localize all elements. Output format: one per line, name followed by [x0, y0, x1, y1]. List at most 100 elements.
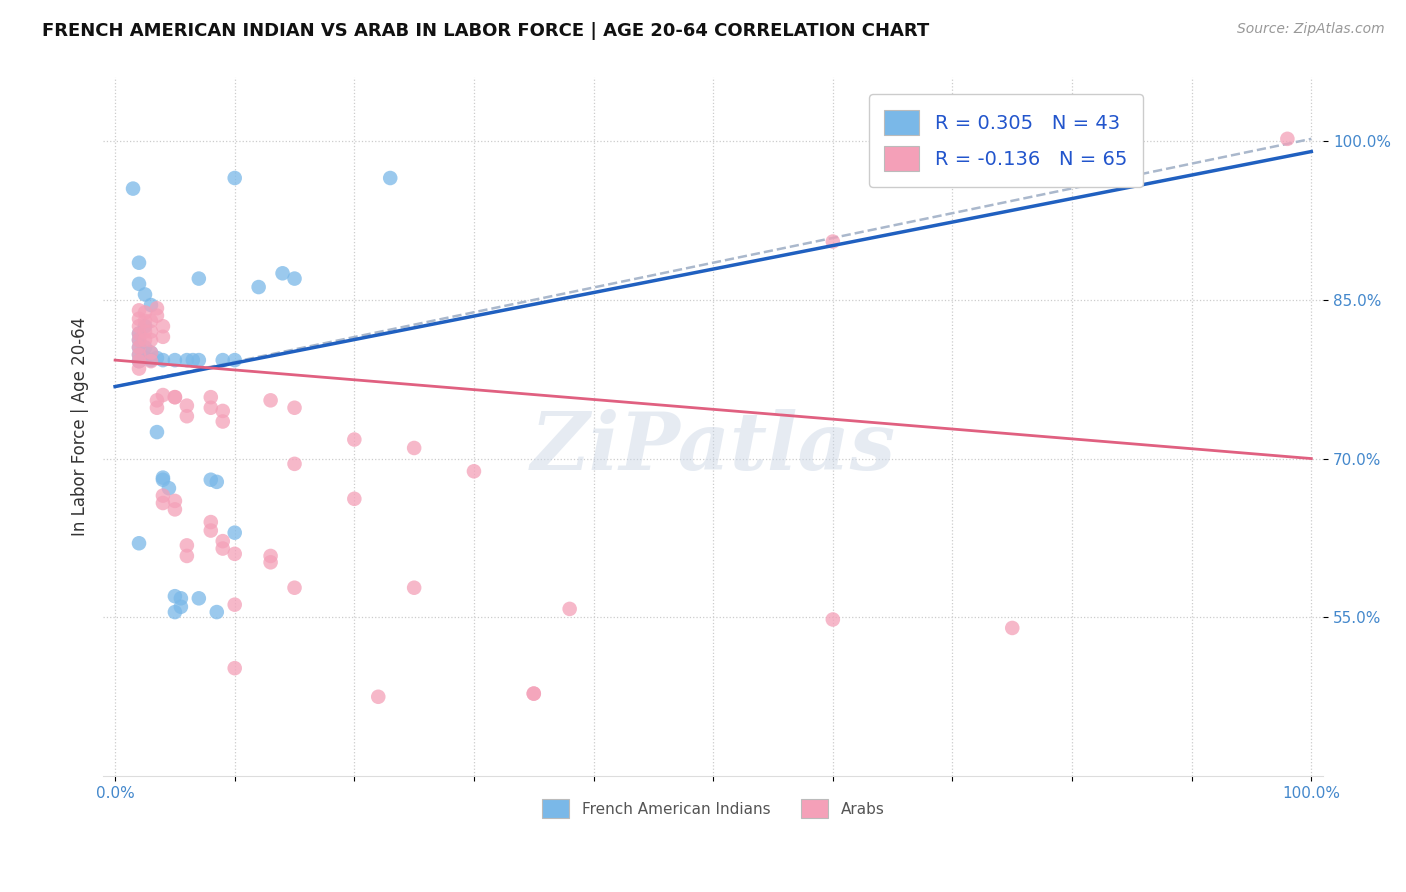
- Point: [152, 330, 174, 344]
- Point: [128, 340, 150, 354]
- Point: [283, 457, 305, 471]
- Point: [163, 494, 186, 508]
- Point: [205, 475, 228, 489]
- Point: [152, 319, 174, 334]
- Point: [128, 333, 150, 347]
- Point: [139, 353, 162, 368]
- Point: [128, 354, 150, 368]
- Point: [122, 181, 145, 195]
- Point: [146, 309, 169, 323]
- Point: [128, 319, 150, 334]
- Point: [139, 345, 162, 359]
- Point: [271, 266, 294, 280]
- Point: [821, 235, 844, 249]
- Point: [380, 171, 402, 186]
- Point: [152, 473, 174, 487]
- Point: [343, 433, 366, 447]
- Point: [367, 690, 389, 704]
- Point: [152, 496, 174, 510]
- Point: [211, 415, 233, 429]
- Point: [134, 314, 156, 328]
- Point: [128, 348, 150, 362]
- Point: [163, 589, 186, 603]
- Point: [211, 534, 233, 549]
- Point: [404, 581, 426, 595]
- Point: [187, 271, 209, 285]
- Point: [152, 388, 174, 402]
- Point: [176, 353, 198, 368]
- Point: [1001, 621, 1024, 635]
- Point: [134, 333, 156, 347]
- Point: [163, 353, 186, 368]
- Point: [200, 524, 222, 538]
- Point: [128, 311, 150, 326]
- Point: [139, 354, 162, 368]
- Point: [128, 348, 150, 362]
- Point: [283, 401, 305, 415]
- Text: ZiPatlas: ZiPatlas: [530, 409, 896, 486]
- Point: [170, 591, 193, 606]
- Point: [139, 298, 162, 312]
- Point: [163, 390, 186, 404]
- Point: [224, 171, 246, 186]
- Point: [128, 303, 150, 318]
- Point: [283, 581, 305, 595]
- Point: [134, 325, 156, 339]
- Point: [259, 549, 281, 563]
- Point: [187, 591, 209, 606]
- Point: [200, 390, 222, 404]
- Legend: French American Indians, Arabs: French American Indians, Arabs: [536, 793, 890, 824]
- Point: [176, 549, 198, 563]
- Point: [134, 305, 156, 319]
- Point: [134, 351, 156, 365]
- Point: [128, 536, 150, 550]
- Point: [404, 441, 426, 455]
- Point: [128, 361, 150, 376]
- Point: [157, 481, 180, 495]
- Point: [176, 409, 198, 424]
- Point: [139, 314, 162, 328]
- Point: [211, 404, 233, 418]
- Point: [224, 547, 246, 561]
- Text: Source: ZipAtlas.com: Source: ZipAtlas.com: [1237, 22, 1385, 37]
- Point: [128, 277, 150, 291]
- Point: [128, 333, 150, 347]
- Point: [146, 351, 169, 365]
- Point: [224, 661, 246, 675]
- Point: [523, 687, 546, 701]
- Point: [170, 599, 193, 614]
- Point: [181, 353, 204, 368]
- Point: [128, 256, 150, 270]
- Point: [205, 605, 228, 619]
- Point: [176, 399, 198, 413]
- Point: [224, 525, 246, 540]
- Point: [163, 502, 186, 516]
- Point: [247, 280, 270, 294]
- Point: [134, 287, 156, 301]
- Y-axis label: In Labor Force | Age 20-64: In Labor Force | Age 20-64: [72, 318, 89, 536]
- Point: [139, 345, 162, 359]
- Point: [128, 326, 150, 341]
- Point: [200, 401, 222, 415]
- Point: [463, 464, 485, 478]
- Point: [283, 271, 305, 285]
- Point: [152, 353, 174, 368]
- Point: [343, 491, 366, 506]
- Point: [128, 326, 150, 341]
- Point: [200, 473, 222, 487]
- Point: [1277, 132, 1299, 146]
- Point: [163, 605, 186, 619]
- Point: [128, 354, 150, 368]
- Point: [134, 319, 156, 334]
- Point: [146, 301, 169, 316]
- Point: [259, 555, 281, 569]
- Point: [176, 538, 198, 552]
- Point: [224, 598, 246, 612]
- Point: [134, 340, 156, 354]
- Point: [163, 390, 186, 404]
- Point: [821, 612, 844, 626]
- Point: [139, 325, 162, 339]
- Point: [523, 687, 546, 701]
- Point: [200, 515, 222, 529]
- Point: [139, 333, 162, 347]
